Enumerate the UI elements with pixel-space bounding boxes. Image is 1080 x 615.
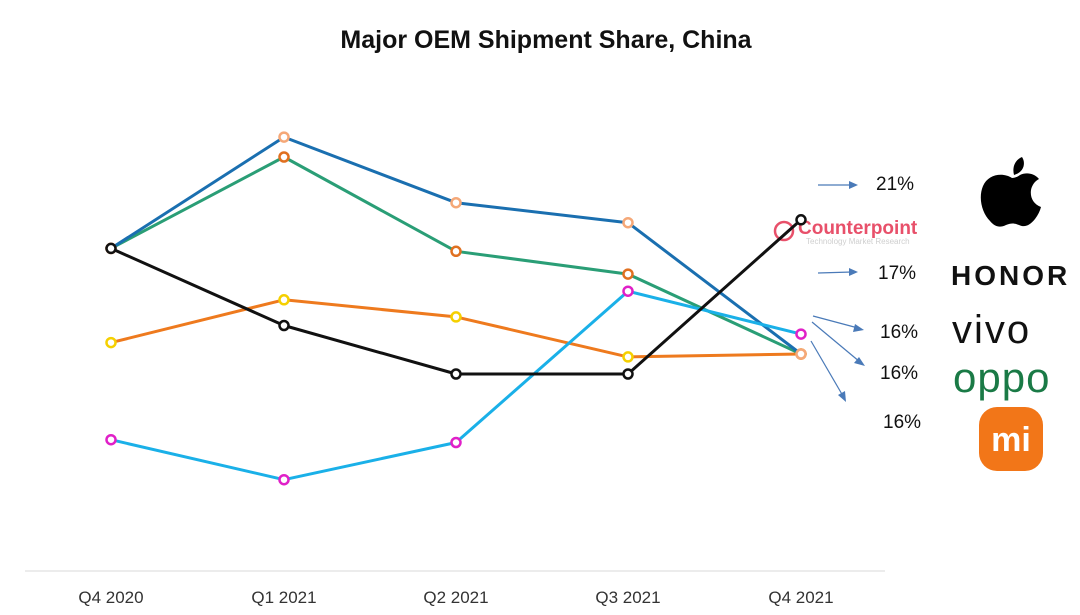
x-tick-label: Q3 2021 [595,588,660,607]
watermark-tagline: Technology Market Research [806,237,910,246]
xiaomi-logo-text: mi [991,421,1031,459]
arrowhead-honor [849,268,858,276]
xiaomi-logo-bg [979,407,1043,471]
end-label-apple: 21% [876,174,914,195]
point-honor-2 [450,436,462,449]
point-honor-0 [105,433,117,446]
end-label-honor: 17% [878,263,916,284]
apple-leaf [1013,157,1024,175]
point-apple-1 [278,319,290,332]
watermark-name: Counterpoint [798,218,918,239]
apple-body [980,173,1041,227]
end-label-xiaomi: 16% [883,412,921,433]
x-tick-label: Q4 2021 [768,588,833,607]
point-honor-3 [622,285,634,297]
xiaomi-logo: mi [979,407,1043,471]
arrowhead-vivo [853,324,864,332]
end-label-oppo: 16% [880,363,918,384]
point-xiaomi-1 [278,294,290,306]
series-apple [105,214,807,380]
logos: HONOR vivo oppo mi [951,157,1070,471]
point-xiaomi-0 [105,336,117,349]
watermark: Counterpoint Technology Market Research [773,218,918,246]
x-tick-label: Q1 2021 [251,588,316,607]
watermark-icon [773,220,795,242]
point-apple-3 [622,368,634,380]
arrow-oppo [811,321,861,363]
series-layer [105,131,807,486]
arrow-honor [817,271,853,274]
point-vivo-4 [795,348,807,360]
annotations: 21% 17% 16% 16% 16% [810,174,921,433]
point-apple-4 [795,214,807,226]
arrow-xiaomi [810,340,844,397]
point-apple-0 [105,242,117,255]
point-oppo-1 [278,151,290,163]
chart-title: Major OEM Shipment Share, China [340,26,752,54]
point-oppo-3 [622,268,634,280]
series-xiaomi [105,294,807,363]
x-tick-label: Q4 2020 [78,588,143,607]
point-honor-1 [278,473,290,486]
vivo-logo: vivo [952,308,1031,352]
apple-logo [980,157,1041,227]
point-xiaomi-2 [450,311,462,323]
point-oppo-2 [450,245,462,258]
end-label-vivo: 16% [880,322,918,343]
series-line-apple [110,218,802,376]
x-tick-label: Q2 2021 [423,588,488,607]
oppo-logo: oppo [953,354,1050,401]
arrowhead-oppo [854,357,865,366]
point-vivo-1 [278,131,290,143]
arrowhead-xiaomi [838,391,846,402]
arrowhead-apple [849,181,858,189]
arrow-vivo [812,315,859,329]
point-apple-2 [450,368,462,380]
point-xiaomi-3 [622,351,634,363]
honor-logo: HONOR [951,260,1070,291]
series-honor [105,285,807,486]
x-tick-labels: Q4 2020 Q1 2021 Q2 2021 Q3 2021 Q4 2021 [78,588,833,607]
point-vivo-3 [622,216,634,229]
point-honor-4 [795,328,807,340]
point-vivo-2 [450,196,462,209]
